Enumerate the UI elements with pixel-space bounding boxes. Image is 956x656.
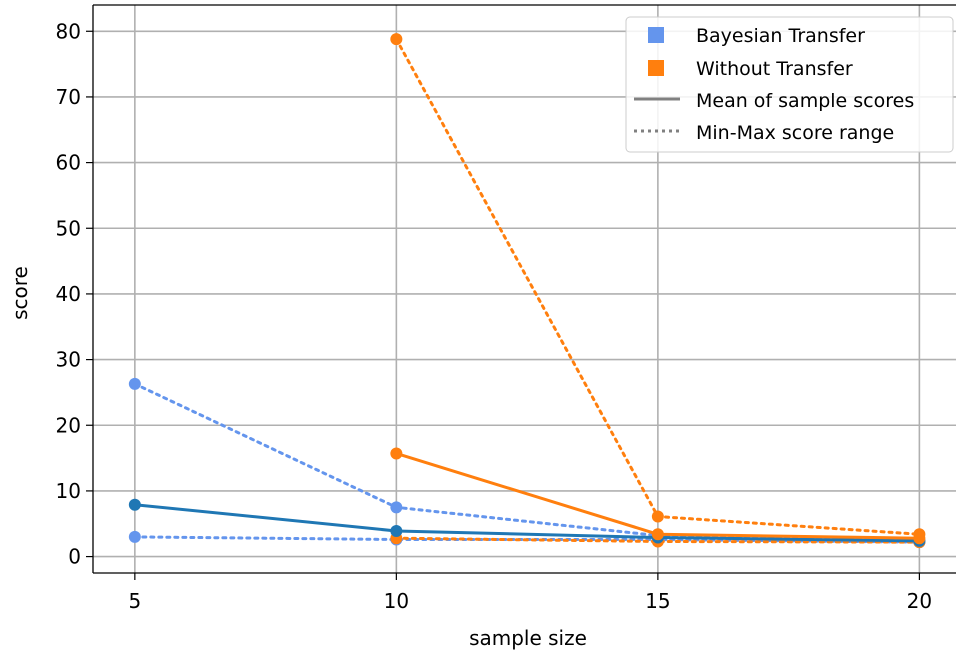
- axes-frame: [92, 4, 956, 574]
- legend-swatch-bayesian: [648, 27, 664, 43]
- x-tick-label: 15: [645, 589, 670, 613]
- legend-box: [625, 16, 954, 153]
- y-tick-label: 0: [68, 545, 81, 569]
- y-tick-label: 80: [56, 19, 81, 43]
- data-point-bayesian-max: [128, 377, 141, 390]
- y-tick-label: 60: [56, 151, 81, 175]
- x-tick-label: 10: [384, 589, 409, 613]
- y-tick-label: 20: [56, 413, 81, 437]
- y-tick-label: 30: [56, 348, 81, 372]
- x-tick-label: 20: [907, 589, 932, 613]
- y-axis-title: score: [8, 266, 32, 320]
- data-point-without-mean: [651, 528, 664, 541]
- legend-label-without: Without Transfer: [696, 58, 853, 80]
- data-point-bayesian-mean: [128, 498, 141, 511]
- x-tick-label: 5: [128, 589, 141, 613]
- plot-series: [128, 33, 926, 549]
- data-point-bayesian-mean: [390, 524, 403, 537]
- series-line-without-min: [394, 536, 921, 544]
- legend-swatch-without: [648, 60, 664, 76]
- data-point-without-max: [390, 33, 403, 46]
- series-line-bayesian-mean: [134, 503, 920, 543]
- data-point-without-mean: [390, 447, 403, 460]
- data-point-bayesian-max: [390, 501, 403, 514]
- data-point-bayesian-min: [128, 530, 141, 543]
- legend-label-bayesian: Bayesian Transfer: [696, 25, 865, 47]
- legend-label-range: Min-Max score range: [696, 122, 894, 144]
- x-axis-title: sample size: [469, 626, 587, 650]
- legend: Bayesian Transfer Without Transfer Mean …: [625, 16, 954, 153]
- legend-label-mean: Mean of sample scores: [696, 90, 914, 112]
- data-point-without-max: [651, 510, 664, 523]
- y-tick-label: 70: [56, 85, 81, 109]
- y-tick-label: 40: [56, 282, 81, 306]
- tick-labels: 5 10 15 20 0 10 20 30 40 50 60 70 80: [56, 19, 933, 613]
- data-point-without-mean: [913, 532, 926, 545]
- y-tick-label: 50: [56, 216, 81, 240]
- y-tick-label: 10: [56, 479, 81, 503]
